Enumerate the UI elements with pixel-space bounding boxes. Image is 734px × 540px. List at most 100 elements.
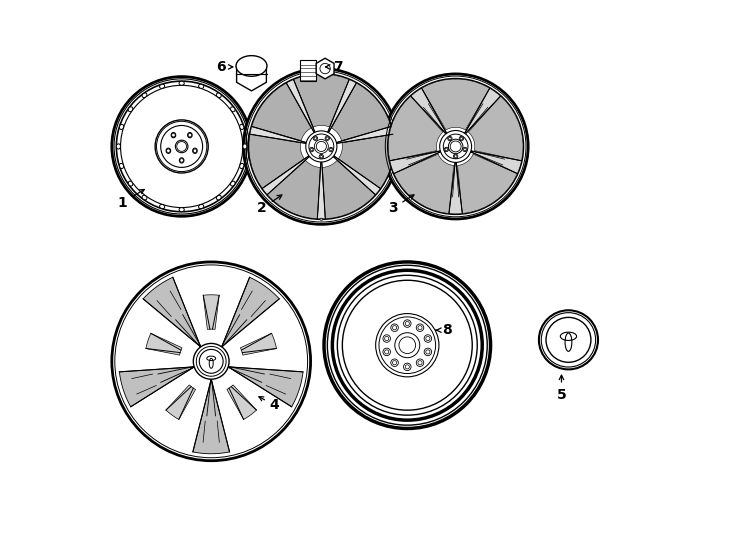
Polygon shape xyxy=(146,333,182,355)
Ellipse shape xyxy=(199,84,204,89)
Polygon shape xyxy=(388,96,443,161)
Circle shape xyxy=(383,74,528,219)
Polygon shape xyxy=(322,160,375,219)
Circle shape xyxy=(448,136,452,141)
Polygon shape xyxy=(120,367,195,407)
Circle shape xyxy=(440,131,472,163)
Polygon shape xyxy=(449,163,462,214)
Polygon shape xyxy=(222,277,280,347)
Polygon shape xyxy=(286,79,316,134)
Ellipse shape xyxy=(217,195,221,200)
Circle shape xyxy=(314,139,328,153)
Circle shape xyxy=(539,310,598,369)
Circle shape xyxy=(324,262,490,428)
Circle shape xyxy=(310,147,314,152)
Circle shape xyxy=(448,139,463,154)
Text: 3: 3 xyxy=(388,195,414,215)
Circle shape xyxy=(390,359,399,367)
Polygon shape xyxy=(228,367,303,407)
Polygon shape xyxy=(335,126,393,144)
Text: 1: 1 xyxy=(117,190,145,210)
Polygon shape xyxy=(193,379,230,454)
Ellipse shape xyxy=(142,195,147,200)
Circle shape xyxy=(313,136,318,140)
Polygon shape xyxy=(241,333,277,355)
Circle shape xyxy=(112,262,310,461)
Circle shape xyxy=(112,77,252,217)
Polygon shape xyxy=(166,385,195,420)
Text: 6: 6 xyxy=(216,60,233,74)
Ellipse shape xyxy=(243,144,247,149)
Circle shape xyxy=(175,140,188,153)
Circle shape xyxy=(424,348,432,356)
Ellipse shape xyxy=(120,124,123,130)
Polygon shape xyxy=(332,155,380,194)
Text: 5: 5 xyxy=(556,375,567,402)
Ellipse shape xyxy=(188,132,192,138)
Polygon shape xyxy=(249,134,304,188)
Circle shape xyxy=(404,320,411,327)
Ellipse shape xyxy=(128,107,133,112)
Ellipse shape xyxy=(120,164,123,168)
Polygon shape xyxy=(143,277,200,347)
Circle shape xyxy=(459,136,464,141)
Circle shape xyxy=(244,69,399,224)
Circle shape xyxy=(193,343,229,379)
Polygon shape xyxy=(332,83,391,140)
Ellipse shape xyxy=(199,205,204,208)
Circle shape xyxy=(329,147,333,152)
Polygon shape xyxy=(252,83,311,140)
Ellipse shape xyxy=(166,148,170,153)
FancyBboxPatch shape xyxy=(300,60,316,80)
Polygon shape xyxy=(262,155,310,194)
Ellipse shape xyxy=(230,107,235,112)
Circle shape xyxy=(424,335,432,342)
Ellipse shape xyxy=(240,164,244,168)
Circle shape xyxy=(306,131,337,162)
Polygon shape xyxy=(421,79,490,130)
Text: 4: 4 xyxy=(259,397,280,413)
Ellipse shape xyxy=(240,124,244,130)
Text: 7: 7 xyxy=(325,60,342,74)
Text: 2: 2 xyxy=(258,195,282,215)
Polygon shape xyxy=(250,126,308,144)
Circle shape xyxy=(454,154,458,158)
Circle shape xyxy=(404,363,411,370)
Polygon shape xyxy=(457,154,517,213)
Circle shape xyxy=(462,147,467,152)
Ellipse shape xyxy=(236,56,267,76)
Polygon shape xyxy=(294,74,349,127)
Polygon shape xyxy=(411,88,447,134)
Polygon shape xyxy=(236,57,266,91)
Polygon shape xyxy=(227,385,256,420)
Polygon shape xyxy=(470,151,522,173)
Circle shape xyxy=(155,120,208,173)
Ellipse shape xyxy=(192,148,197,153)
Circle shape xyxy=(325,136,330,140)
Polygon shape xyxy=(267,160,320,219)
Circle shape xyxy=(416,359,424,367)
Ellipse shape xyxy=(230,181,235,186)
Text: 8: 8 xyxy=(436,323,451,337)
Circle shape xyxy=(383,335,390,342)
Ellipse shape xyxy=(159,84,164,89)
Polygon shape xyxy=(316,58,334,79)
Ellipse shape xyxy=(117,144,120,149)
Ellipse shape xyxy=(320,218,323,220)
Polygon shape xyxy=(394,154,454,213)
Ellipse shape xyxy=(171,132,175,138)
Ellipse shape xyxy=(142,93,147,98)
Ellipse shape xyxy=(179,207,184,212)
Ellipse shape xyxy=(179,81,184,85)
Ellipse shape xyxy=(217,93,221,98)
Ellipse shape xyxy=(128,181,133,186)
Polygon shape xyxy=(338,134,393,188)
Circle shape xyxy=(390,324,399,332)
Ellipse shape xyxy=(179,158,184,163)
Circle shape xyxy=(416,324,424,332)
Circle shape xyxy=(376,314,439,377)
Polygon shape xyxy=(327,79,356,134)
Circle shape xyxy=(444,147,448,152)
Polygon shape xyxy=(203,295,219,329)
Polygon shape xyxy=(390,151,440,173)
